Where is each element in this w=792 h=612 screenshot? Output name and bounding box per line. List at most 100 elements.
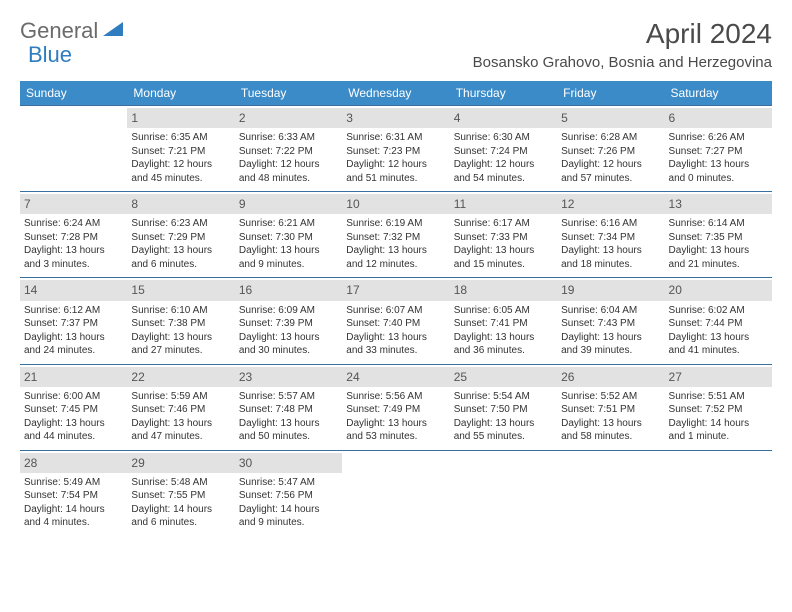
day-info-line: and 30 minutes. xyxy=(239,344,338,358)
day-info-line: Sunset: 7:29 PM xyxy=(131,231,230,245)
day-info-line: Sunrise: 6:14 AM xyxy=(669,217,768,231)
calendar-day-cell: 5Sunrise: 6:28 AMSunset: 7:26 PMDaylight… xyxy=(557,106,664,192)
calendar-day-cell: 11Sunrise: 6:17 AMSunset: 7:33 PMDayligh… xyxy=(450,192,557,278)
day-info-line: Daylight: 13 hours xyxy=(454,244,553,258)
day-info-line: Daylight: 12 hours xyxy=(561,158,660,172)
day-info-line: Sunset: 7:37 PM xyxy=(24,317,123,331)
day-number: 20 xyxy=(665,280,772,300)
day-info-line: Sunset: 7:38 PM xyxy=(131,317,230,331)
title-block: April 2024 Bosansko Grahovo, Bosnia and … xyxy=(473,18,772,71)
day-info-line: Daylight: 14 hours xyxy=(24,503,123,517)
calendar-day-cell xyxy=(557,450,664,536)
day-info-line: Sunset: 7:45 PM xyxy=(24,403,123,417)
day-info-line: and 15 minutes. xyxy=(454,258,553,272)
month-title: April 2024 xyxy=(473,18,772,50)
day-number: 16 xyxy=(235,280,342,300)
day-info-line: and 54 minutes. xyxy=(454,172,553,186)
day-number: 4 xyxy=(450,108,557,128)
day-info-line: Daylight: 13 hours xyxy=(346,331,445,345)
day-number: 7 xyxy=(20,194,127,214)
day-number: 21 xyxy=(20,367,127,387)
day-info-line: Daylight: 14 hours xyxy=(669,417,768,431)
day-info-line: and 18 minutes. xyxy=(561,258,660,272)
calendar-day-cell: 6Sunrise: 6:26 AMSunset: 7:27 PMDaylight… xyxy=(665,106,772,192)
day-info-line: Sunset: 7:28 PM xyxy=(24,231,123,245)
day-info-line: Sunrise: 6:30 AM xyxy=(454,131,553,145)
day-info-line: and 55 minutes. xyxy=(454,430,553,444)
day-info-line: Sunrise: 6:31 AM xyxy=(346,131,445,145)
day-number: 15 xyxy=(127,280,234,300)
calendar-table: SundayMondayTuesdayWednesdayThursdayFrid… xyxy=(20,81,772,536)
calendar-day-cell: 10Sunrise: 6:19 AMSunset: 7:32 PMDayligh… xyxy=(342,192,449,278)
calendar-day-cell: 14Sunrise: 6:12 AMSunset: 7:37 PMDayligh… xyxy=(20,278,127,364)
calendar-week-row: 1Sunrise: 6:35 AMSunset: 7:21 PMDaylight… xyxy=(20,106,772,192)
day-number: 13 xyxy=(665,194,772,214)
calendar-day-cell: 27Sunrise: 5:51 AMSunset: 7:52 PMDayligh… xyxy=(665,364,772,450)
day-info-line: Sunrise: 6:19 AM xyxy=(346,217,445,231)
day-info-line: Daylight: 13 hours xyxy=(131,244,230,258)
weekday-header: Saturday xyxy=(665,81,772,106)
calendar-day-cell: 29Sunrise: 5:48 AMSunset: 7:55 PMDayligh… xyxy=(127,450,234,536)
day-info-line: and 3 minutes. xyxy=(24,258,123,272)
day-info-line: Sunrise: 6:16 AM xyxy=(561,217,660,231)
day-info-line: Sunrise: 6:17 AM xyxy=(454,217,553,231)
calendar-week-row: 28Sunrise: 5:49 AMSunset: 7:54 PMDayligh… xyxy=(20,450,772,536)
day-info-line: Sunrise: 5:51 AM xyxy=(669,390,768,404)
day-info-line: Sunset: 7:33 PM xyxy=(454,231,553,245)
day-info-line: Daylight: 14 hours xyxy=(131,503,230,517)
day-info-line: Sunset: 7:32 PM xyxy=(346,231,445,245)
day-info-line: and 41 minutes. xyxy=(669,344,768,358)
day-info-line: Daylight: 13 hours xyxy=(669,244,768,258)
day-info-line: Daylight: 12 hours xyxy=(131,158,230,172)
day-info-line: Sunset: 7:49 PM xyxy=(346,403,445,417)
day-info-line: Sunrise: 6:12 AM xyxy=(24,304,123,318)
calendar-day-cell: 1Sunrise: 6:35 AMSunset: 7:21 PMDaylight… xyxy=(127,106,234,192)
calendar-day-cell: 21Sunrise: 6:00 AMSunset: 7:45 PMDayligh… xyxy=(20,364,127,450)
day-info-line: Daylight: 13 hours xyxy=(24,417,123,431)
calendar-day-cell: 2Sunrise: 6:33 AMSunset: 7:22 PMDaylight… xyxy=(235,106,342,192)
day-info-line: and 36 minutes. xyxy=(454,344,553,358)
calendar-day-cell xyxy=(342,450,449,536)
day-info-line: Sunrise: 6:26 AM xyxy=(669,131,768,145)
day-info-line: Sunset: 7:35 PM xyxy=(669,231,768,245)
brand-triangle-icon xyxy=(103,20,123,43)
day-info-line: Sunrise: 6:02 AM xyxy=(669,304,768,318)
day-number: 3 xyxy=(342,108,449,128)
day-info-line: and 47 minutes. xyxy=(131,430,230,444)
calendar-day-cell: 7Sunrise: 6:24 AMSunset: 7:28 PMDaylight… xyxy=(20,192,127,278)
day-info-line: Sunset: 7:30 PM xyxy=(239,231,338,245)
day-number: 24 xyxy=(342,367,449,387)
day-number: 30 xyxy=(235,453,342,473)
calendar-day-cell: 20Sunrise: 6:02 AMSunset: 7:44 PMDayligh… xyxy=(665,278,772,364)
day-number: 10 xyxy=(342,194,449,214)
day-info-line: Sunrise: 5:47 AM xyxy=(239,476,338,490)
day-info-line: and 9 minutes. xyxy=(239,516,338,530)
calendar-day-cell: 18Sunrise: 6:05 AMSunset: 7:41 PMDayligh… xyxy=(450,278,557,364)
day-info-line: and 6 minutes. xyxy=(131,258,230,272)
day-info-line: Daylight: 13 hours xyxy=(24,331,123,345)
day-number: 25 xyxy=(450,367,557,387)
day-info-line: Daylight: 13 hours xyxy=(239,417,338,431)
calendar-day-cell: 25Sunrise: 5:54 AMSunset: 7:50 PMDayligh… xyxy=(450,364,557,450)
day-info-line: Daylight: 12 hours xyxy=(239,158,338,172)
day-info-line: Sunrise: 6:10 AM xyxy=(131,304,230,318)
day-info-line: and 53 minutes. xyxy=(346,430,445,444)
day-number: 2 xyxy=(235,108,342,128)
day-info-line: Daylight: 13 hours xyxy=(454,417,553,431)
calendar-week-row: 7Sunrise: 6:24 AMSunset: 7:28 PMDaylight… xyxy=(20,192,772,278)
brand-part2: Blue xyxy=(28,42,72,68)
calendar-day-cell: 9Sunrise: 6:21 AMSunset: 7:30 PMDaylight… xyxy=(235,192,342,278)
calendar-day-cell xyxy=(450,450,557,536)
day-info-line: Daylight: 13 hours xyxy=(24,244,123,258)
day-number: 26 xyxy=(557,367,664,387)
page-header: General April 2024 Bosansko Grahovo, Bos… xyxy=(20,18,772,71)
day-info-line: Sunset: 7:55 PM xyxy=(131,489,230,503)
day-info-line: Daylight: 14 hours xyxy=(239,503,338,517)
day-info-line: Sunset: 7:40 PM xyxy=(346,317,445,331)
day-info-line: Sunset: 7:50 PM xyxy=(454,403,553,417)
calendar-day-cell xyxy=(665,450,772,536)
calendar-day-cell: 16Sunrise: 6:09 AMSunset: 7:39 PMDayligh… xyxy=(235,278,342,364)
day-info-line: Daylight: 13 hours xyxy=(669,158,768,172)
day-info-line: Sunset: 7:27 PM xyxy=(669,145,768,159)
weekday-header: Friday xyxy=(557,81,664,106)
